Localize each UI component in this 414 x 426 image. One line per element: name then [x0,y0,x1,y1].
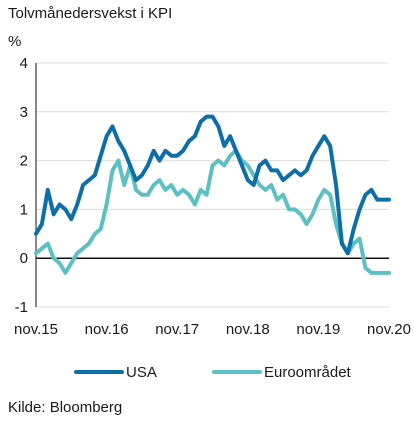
y-axis-unit-label: % [8,33,21,50]
grid-lines [35,62,389,308]
x-tick-label: nov.19 [296,321,340,338]
y-tick-label: 3 [20,104,28,121]
legend: USA Euroområdet [74,364,352,381]
series-lines [34,114,391,275]
x-tick-label: nov.16 [85,321,129,338]
series-line-euroområdet [34,148,391,275]
legend-label: Euroområdet [264,364,352,381]
series-line-usa [34,114,391,256]
y-tick-label: -1 [15,299,28,316]
x-tick-label: nov.20 [367,321,411,338]
y-tick-label: 1 [20,201,28,218]
y-tick-label: 4 [20,55,28,72]
x-tick-label: nov.15 [14,321,58,338]
y-axis-ticks: -1 0 1 2 3 4 [15,55,28,316]
x-tick-label: nov.17 [155,321,199,338]
x-axis-ticks: nov.15 nov.16 nov.17 nov.18 nov.19 nov.20 [14,321,411,338]
chart-title: Tolvmånedersvekst i KPI [8,5,173,22]
x-tick-label: nov.18 [226,321,270,338]
y-tick-label: 0 [20,250,28,267]
source-note: Kilde: Bloomberg [8,399,123,416]
legend-label: USA [126,364,157,381]
y-tick-label: 2 [20,153,28,170]
